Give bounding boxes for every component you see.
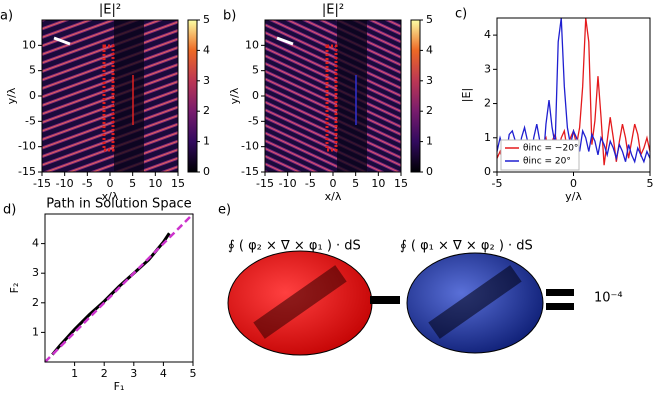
legend-label: θinc = 20° — [523, 157, 571, 167]
y-tick-label: 0 — [252, 89, 259, 102]
chart-title: Path in Solution Space — [46, 197, 191, 212]
panel-label: e) — [218, 203, 231, 218]
x-tick-label: 10 — [148, 177, 162, 190]
colorbar-tick-label: 4 — [426, 43, 433, 56]
x-tick-label: 0 — [330, 177, 337, 190]
y-tick-label: -15 — [18, 165, 36, 178]
panel-e: e) ∮ ( φ₂ × ∇ × φ₁ ) · dS ∮ ( φ₁ × ∇ × φ… — [218, 203, 623, 356]
x-tick-label: 2 — [101, 367, 108, 380]
x-tick-label: 5 — [190, 367, 197, 380]
x-axis-label: x/λ — [102, 190, 119, 203]
colorbar-tick-label: 3 — [203, 74, 210, 87]
metasurface — [325, 44, 338, 152]
colorbar-tick-label: 1 — [426, 135, 433, 148]
minus-sign — [370, 296, 400, 304]
colorbar-tick-label: 2 — [426, 104, 433, 117]
legend-box — [500, 139, 580, 171]
x-tick-label: 10 — [371, 177, 385, 190]
frame — [44, 213, 194, 363]
equals-sign — [546, 289, 574, 296]
y-tick-label: 3 — [32, 266, 39, 279]
x-tick-label: -10 — [56, 177, 74, 190]
x-tick-label: 4 — [160, 367, 167, 380]
colorbar — [410, 19, 421, 173]
x-tick-label: 5 — [647, 177, 654, 190]
colorbar-tick-label: 5 — [426, 13, 433, 26]
colorbar-tick-label: 2 — [203, 104, 210, 117]
y-tick-label: 3 — [484, 62, 491, 75]
x-tick-label: 5 — [129, 177, 136, 190]
colorbar-tick-label: 1 — [203, 135, 210, 148]
panel-label: c) — [455, 7, 467, 22]
formula: ∮ ( φ₁ × ∇ × φ₂ ) · dS — [400, 239, 533, 254]
y-tick-label: 0 — [484, 165, 491, 178]
chart-title: |E|² — [99, 3, 121, 18]
result: 10⁻⁴ — [594, 291, 623, 306]
legend-label: θinc = −20° — [523, 144, 578, 154]
panel-label: d) — [3, 203, 16, 218]
y-tick-label: 2 — [484, 97, 491, 110]
shadow-region — [114, 20, 144, 172]
colorbar-tick-label: 4 — [203, 43, 210, 56]
colorbar — [187, 19, 198, 173]
y-axis-label: F₂ — [8, 283, 21, 294]
x-axis-label: y/λ — [565, 190, 582, 203]
y-tick-label: 10 — [245, 38, 259, 51]
x-tick-label: -5 — [305, 177, 316, 190]
y-tick-label: 10 — [22, 38, 36, 51]
y-tick-label: -5 — [25, 114, 36, 127]
colorbar-tick-label: 0 — [203, 165, 210, 178]
metasurface — [253, 265, 347, 339]
colorbar-tick-label: 3 — [426, 74, 433, 87]
y-tick-label: 4 — [484, 28, 491, 41]
y-tick-label: 5 — [252, 64, 259, 77]
x-axis-label: F₁ — [114, 380, 125, 393]
data-line — [44, 213, 194, 363]
frame — [496, 17, 651, 173]
x-tick-label: 1 — [71, 367, 78, 380]
x-tick-label: 5 — [352, 177, 359, 190]
y-tick-label: -10 — [18, 140, 36, 153]
shadow-region — [337, 20, 367, 172]
formula: ∮ ( φ₂ × ∇ × φ₁ ) · dS — [228, 239, 361, 254]
metasurface — [428, 265, 522, 339]
y-tick-label: 5 — [29, 64, 36, 77]
panel-label: a) — [0, 9, 13, 24]
incidence-arrow — [53, 36, 71, 46]
panel-label: b) — [223, 9, 236, 24]
y-axis-label: |E| — [460, 88, 473, 102]
colorbar-tick-label: 5 — [203, 13, 210, 26]
x-tick-label: -15 — [256, 177, 274, 190]
colorbar-tick-label: 0 — [426, 165, 433, 178]
x-tick-label: 3 — [130, 367, 137, 380]
y-tick-label: -5 — [248, 114, 259, 127]
x-tick-label: -5 — [82, 177, 93, 190]
y-tick-label: 0 — [29, 89, 36, 102]
data-line — [496, 17, 651, 166]
y-tick-label: 4 — [32, 237, 39, 250]
x-tick-label: 15 — [171, 177, 185, 190]
y-tick-label: 2 — [32, 296, 39, 309]
x-tick-label: -15 — [33, 177, 51, 190]
y-tick-label: -10 — [241, 140, 259, 153]
incidence-arrow — [276, 36, 294, 46]
x-tick-label: 0 — [570, 177, 577, 190]
equals-sign — [546, 303, 574, 310]
y-axis-label: y/λ — [5, 87, 18, 104]
x-tick-label: -5 — [492, 177, 503, 190]
x-tick-label: 0 — [107, 177, 114, 190]
metasurface — [102, 44, 115, 152]
chart-title: |E|² — [322, 3, 344, 18]
x-axis-label: x/λ — [325, 190, 342, 203]
y-tick-label: -15 — [241, 165, 259, 178]
y-tick-label: 1 — [32, 325, 39, 338]
y-tick-label: 1 — [484, 131, 491, 144]
x-tick-label: 15 — [394, 177, 408, 190]
x-tick-label: -10 — [279, 177, 297, 190]
y-axis-label: y/λ — [228, 87, 241, 104]
